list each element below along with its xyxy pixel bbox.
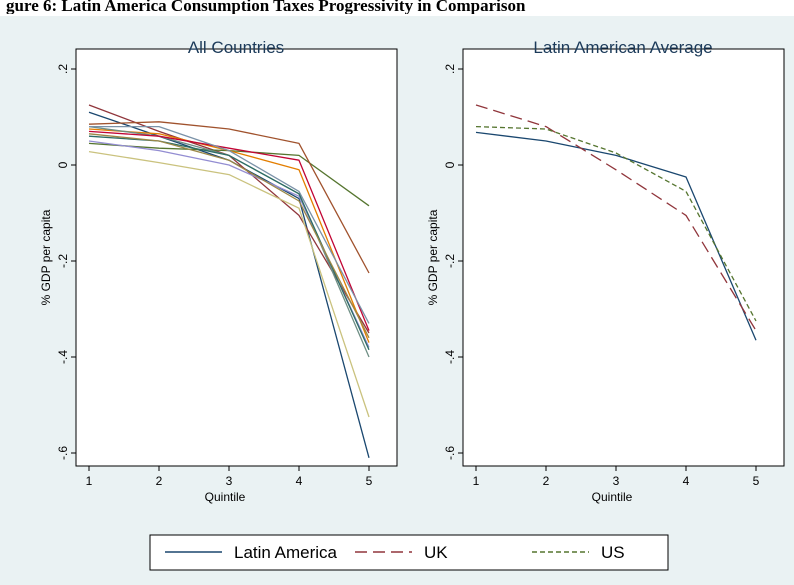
x-tick-label: 2 bbox=[156, 474, 163, 488]
legend-label: Latin America bbox=[234, 543, 338, 562]
y-tick-label: 0 bbox=[443, 161, 457, 168]
x-axis-label: Quintile bbox=[205, 490, 246, 504]
series-line-8 bbox=[88, 150, 370, 418]
panel-2: Latin American Average .2 0 -.2 -.4 -.6 1 2 3 4 5 Q… bbox=[426, 38, 785, 504]
legend-label: UK bbox=[424, 543, 448, 562]
series-line-9 bbox=[88, 121, 370, 274]
x-axis-label: Quintile bbox=[592, 490, 633, 504]
x-tick-label: 1 bbox=[473, 474, 480, 488]
y-axis-label: % GDP per capita bbox=[39, 209, 53, 305]
x-tick-label: 1 bbox=[86, 474, 93, 488]
figure-caption: gure 6: Latin America Consumption Taxes … bbox=[6, 0, 526, 14]
plot-area bbox=[75, 48, 398, 467]
series-line-us bbox=[475, 125, 757, 322]
legend: Latin America UK US bbox=[149, 534, 669, 571]
series-line-10 bbox=[89, 125, 370, 324]
y-tick-label: -.6 bbox=[443, 446, 457, 460]
plot-area bbox=[462, 48, 785, 467]
x-tick-label: 4 bbox=[296, 474, 303, 488]
series-line-latin-america bbox=[475, 131, 757, 341]
y-tick-label: -.2 bbox=[443, 254, 457, 268]
x-tick-label: 2 bbox=[543, 474, 550, 488]
legend-label: US bbox=[601, 543, 625, 562]
series-line-6 bbox=[88, 130, 370, 331]
y-tick-label: -.2 bbox=[56, 254, 70, 268]
series-line-uk bbox=[475, 104, 757, 331]
x-tick-label: 5 bbox=[753, 474, 760, 488]
y-tick-label: .2 bbox=[56, 64, 70, 74]
y-tick-label: 0 bbox=[56, 161, 70, 168]
y-tick-label: -.4 bbox=[56, 350, 70, 364]
x-tick-label: 5 bbox=[366, 474, 373, 488]
x-tick-label: 3 bbox=[226, 474, 233, 488]
y-tick-label: -.4 bbox=[443, 350, 457, 364]
series-line-12 bbox=[88, 133, 370, 339]
y-axis-label: % GDP per capita bbox=[426, 209, 440, 305]
y-tick-label: .2 bbox=[443, 64, 457, 74]
x-tick-label: 4 bbox=[683, 474, 690, 488]
chart-title: All Countries bbox=[188, 38, 284, 57]
y-tick-label: -.6 bbox=[56, 446, 70, 460]
x-tick-label: 3 bbox=[613, 474, 620, 488]
panel-1: All Countries .2 0 -.2 -.4 -.6 1 2 3 4 5 Quintile % … bbox=[39, 38, 398, 504]
chart-title: Latin American Average bbox=[533, 38, 712, 57]
